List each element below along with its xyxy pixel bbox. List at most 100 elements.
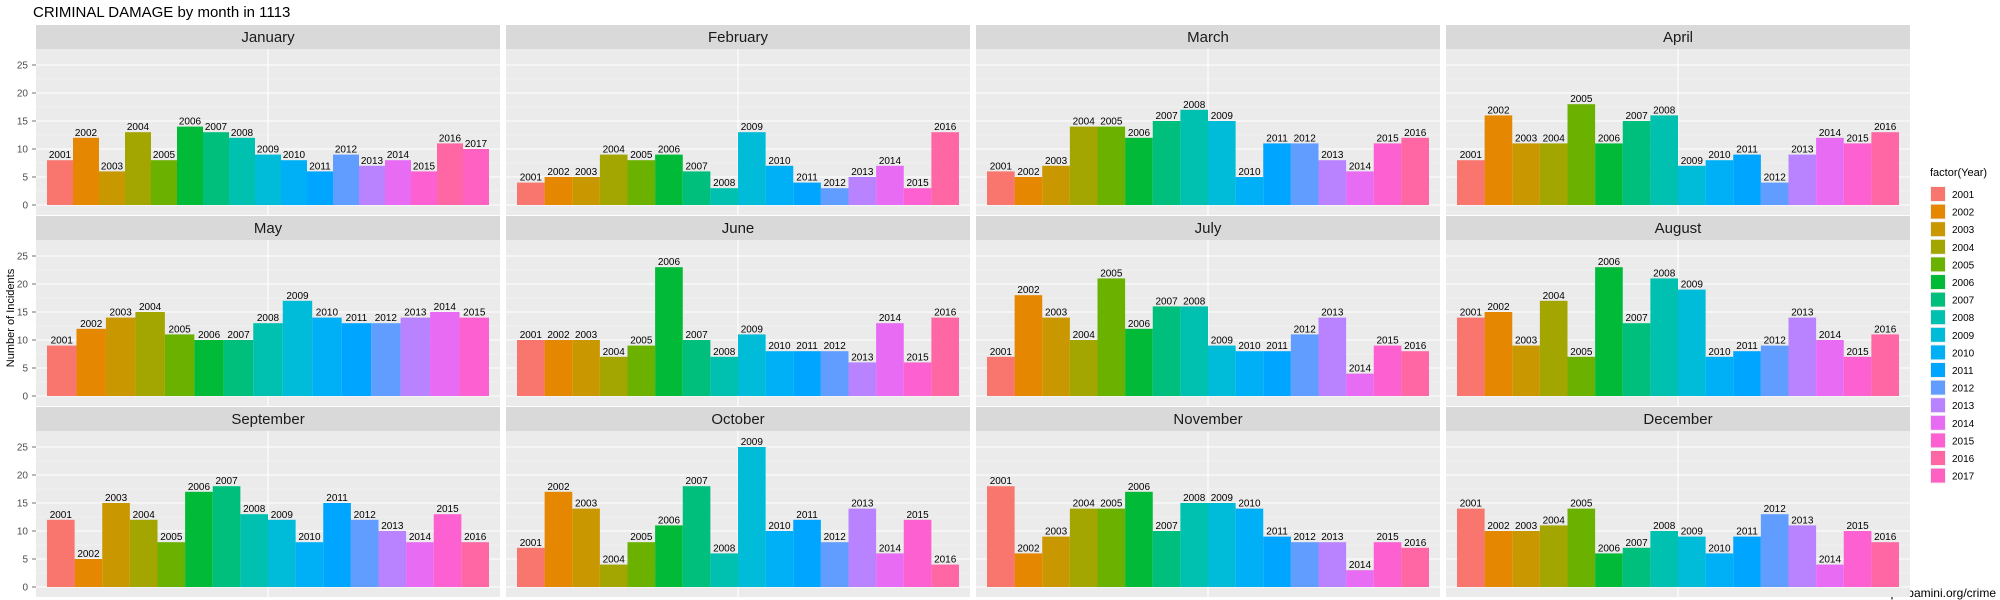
bar-label-july-2012: 2012 [1294,324,1317,335]
bar-label-december-2007: 2007 [1625,538,1648,549]
y-axis-label: Number of Incidents [5,268,17,367]
y-tick-label: 25 [17,61,29,72]
bar-january-2013 [359,165,385,205]
bar-march-2003 [1042,165,1070,205]
bar-label-april-2008: 2008 [1653,105,1676,116]
bar-label-august-2013: 2013 [1791,308,1814,319]
bar-january-2004 [125,132,151,205]
bar-november-2006 [1125,491,1153,587]
bar-april-2002 [1484,115,1513,205]
bar-label-november-2016: 2016 [1404,538,1427,549]
bar-march-2011 [1263,143,1291,205]
bar-july-2001 [987,356,1015,396]
bar-october-2013 [848,508,877,587]
bar-april-2016 [1871,132,1899,205]
bar-label-august-2007: 2007 [1625,313,1648,324]
legend-label-2001: 2001 [1952,190,1975,201]
bar-may-2015 [459,317,489,396]
bar-label-november-2003: 2003 [1045,527,1068,538]
bar-september-2003 [102,503,130,587]
y-tick-label: 20 [17,89,29,100]
legend-swatch-2012 [1931,380,1945,395]
bar-january-2007 [203,132,229,205]
bar-july-2015 [1373,345,1402,396]
legend-swatch-2016 [1931,451,1945,465]
bar-label-may-2001: 2001 [51,336,74,347]
bar-july-2016 [1401,351,1429,396]
strip-february [506,25,970,49]
bar-label-april-2007: 2007 [1625,111,1648,122]
panel-june: June 2001 2002 2003 2004 2005 2006 2007 2008 2009… [506,216,970,406]
bar-label-april-2004: 2004 [1543,133,1566,144]
bar-label-july-2015: 2015 [1376,336,1399,347]
bar-july-2003 [1042,317,1070,396]
bar-label-august-2010: 2010 [1708,347,1731,358]
bar-january-2002 [73,137,99,205]
bar-label-march-2014: 2014 [1349,161,1372,172]
bar-december-2006 [1595,553,1623,587]
legend-label-2007: 2007 [1952,296,1975,307]
bar-february-2008 [710,188,738,205]
strip-label-august: August [1655,220,1703,237]
bar-label-november-2013: 2013 [1321,532,1344,543]
bar-november-2013 [1318,542,1347,587]
bar-november-2005 [1097,508,1126,587]
bar-august-2012 [1760,345,1789,396]
legend-swatch-2015 [1931,433,1945,448]
bar-label-december-2008: 2008 [1653,521,1676,532]
bar-label-october-2015: 2015 [906,510,929,521]
y-tick-label: 20 [17,280,29,291]
bar-february-2015 [903,188,932,205]
bar-april-2006 [1595,143,1623,205]
strip-may [36,216,500,240]
bar-april-2007 [1622,121,1651,205]
bar-label-october-2011: 2011 [796,510,818,521]
bar-december-2003 [1512,531,1540,587]
bar-december-2010 [1705,553,1734,587]
y-tick-label: 5 [22,364,28,375]
bar-label-may-2014: 2014 [434,302,457,313]
bar-july-2014 [1346,373,1374,396]
bar-august-2002 [1484,312,1513,396]
bar-june-2014 [876,323,904,396]
bar-january-2008 [229,137,255,205]
y-tick-label: 0 [22,583,28,594]
bar-label-march-2004: 2004 [1073,117,1096,128]
bar-april-2011 [1733,154,1761,205]
bar-december-2005 [1567,508,1596,587]
bar-february-2012 [820,188,849,205]
bar-april-2012 [1760,182,1789,205]
bar-may-2014 [430,312,460,396]
bar-september-2011 [323,503,351,587]
bar-label-july-2007: 2007 [1155,296,1178,307]
bar-november-2004 [1069,508,1098,587]
bar-june-2008 [710,356,738,396]
bar-may-2003 [105,317,136,396]
legend-label-2012: 2012 [1952,384,1975,395]
bar-label-october-2008: 2008 [713,543,736,554]
strip-label-may: May [254,220,283,237]
bar-april-2004 [1539,143,1568,205]
bar-label-october-2013: 2013 [851,499,874,510]
strip-december [1446,407,1910,431]
bar-may-2001 [47,345,77,396]
bar-label-june-2011: 2011 [796,341,818,352]
bar-september-2007 [212,486,241,587]
legend-swatch-2004 [1931,239,1945,254]
strip-label-september: September [231,411,304,428]
bar-label-february-2009: 2009 [741,122,764,133]
bar-label-march-2010: 2010 [1238,167,1261,178]
bar-november-2011 [1263,536,1291,587]
bar-label-august-2016: 2016 [1874,324,1897,335]
bar-august-2004 [1539,300,1568,396]
bar-label-august-2008: 2008 [1653,268,1676,279]
bar-label-april-2012: 2012 [1764,173,1787,184]
bar-april-2015 [1843,143,1872,205]
bar-june-2016 [931,317,959,396]
bar-february-2004 [599,154,628,205]
bar-may-2012 [371,323,401,396]
bar-july-2007 [1152,306,1181,396]
bar-june-2009 [738,334,766,396]
bar-september-2013 [378,531,407,587]
bar-label-july-2003: 2003 [1045,308,1068,319]
